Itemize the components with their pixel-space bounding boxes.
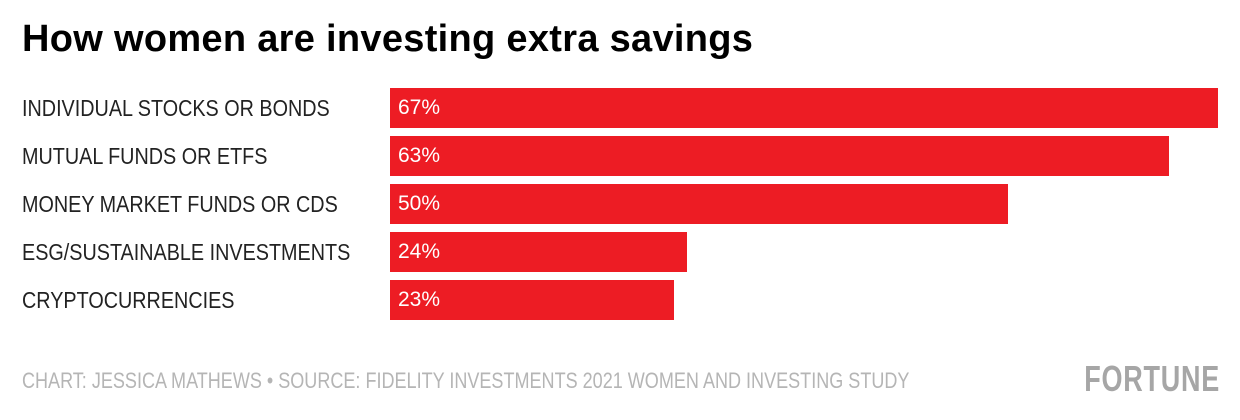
bar-chart: INDIVIDUAL STOCKS OR BONDS 67% MUTUAL FUND… — [22, 88, 1218, 320]
category-label: MONEY MARKET FUNDS OR CDS — [22, 191, 338, 217]
category-label: ESG/SUSTAINABLE INVESTMENTS — [22, 239, 351, 265]
bar — [390, 136, 1169, 176]
bar — [390, 88, 1218, 128]
bar — [390, 184, 1008, 224]
data-label: 23% — [398, 288, 441, 311]
data-label: 63% — [398, 144, 441, 167]
category-label: INDIVIDUAL STOCKS OR BONDS — [22, 95, 330, 121]
bar — [390, 232, 687, 272]
category-label: CRYPTOCURRENCIES — [22, 287, 235, 313]
fortune-logo: FORTUNE — [1084, 358, 1220, 399]
data-label: 24% — [398, 240, 441, 263]
category-label: MUTUAL FUNDS OR ETFS — [22, 143, 268, 169]
data-label: 50% — [398, 192, 441, 215]
data-label: 67% — [398, 96, 441, 119]
chart-credit: CHART: JESSICA MATHEWS • SOURCE: FIDELIT… — [22, 368, 910, 393]
bar — [390, 280, 675, 320]
chart-title: How women are investing extra savings — [22, 18, 754, 60]
